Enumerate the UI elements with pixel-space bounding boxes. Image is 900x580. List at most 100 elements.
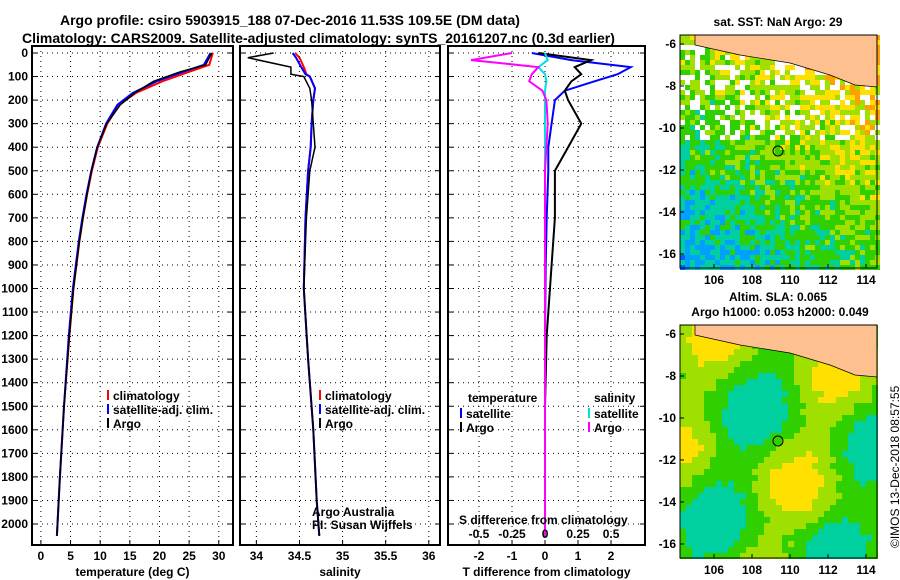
map-cell xyxy=(716,415,722,421)
map-cell xyxy=(840,185,845,190)
map-cell xyxy=(765,140,770,145)
y-tick-label: 400 xyxy=(8,140,28,154)
y-tick-label: 1900 xyxy=(1,493,28,507)
map-cell xyxy=(680,155,685,160)
map-cell xyxy=(770,190,775,195)
map-cell xyxy=(680,493,686,499)
y-tick-label: 1200 xyxy=(1,329,28,343)
map-cell xyxy=(686,415,692,421)
map-cell xyxy=(800,220,805,225)
map-cell xyxy=(805,70,810,75)
map-cell xyxy=(788,367,794,373)
map-cell xyxy=(680,250,685,255)
map-cell xyxy=(775,170,780,175)
map-cell xyxy=(860,150,865,155)
map-cell xyxy=(680,220,685,225)
map-cell xyxy=(745,75,750,80)
map-cell xyxy=(830,115,835,120)
map-cell xyxy=(680,481,686,487)
map-cell xyxy=(770,200,775,205)
map-cell xyxy=(794,433,800,439)
map-cell xyxy=(825,115,830,120)
map-cell xyxy=(810,145,815,150)
map-cell xyxy=(795,80,800,85)
map-cell xyxy=(734,343,740,349)
map-cell xyxy=(840,180,845,185)
map-cell xyxy=(716,505,722,511)
map-cell xyxy=(818,469,824,475)
map-cell xyxy=(690,85,695,90)
map-cell xyxy=(720,230,725,235)
map-cell xyxy=(698,379,704,385)
map-cell xyxy=(810,170,815,175)
map-cell xyxy=(824,445,830,451)
map-cell xyxy=(728,457,734,463)
map-cell xyxy=(855,245,860,250)
map-cell xyxy=(776,469,782,475)
map-cell xyxy=(825,155,830,160)
map-cell xyxy=(764,517,770,523)
map-cell xyxy=(872,511,878,517)
map-cell xyxy=(695,215,700,220)
map-cell xyxy=(686,367,692,373)
map-cell xyxy=(720,200,725,205)
map-cell xyxy=(740,135,745,140)
map-cell xyxy=(785,250,790,255)
map-cell xyxy=(830,487,836,493)
map-cell xyxy=(782,445,788,451)
map-cell xyxy=(836,469,842,475)
map-cell xyxy=(815,165,820,170)
map-cell xyxy=(704,343,710,349)
map-cell xyxy=(745,200,750,205)
map-cell xyxy=(725,235,730,240)
map-cell xyxy=(760,250,765,255)
x-tick-label: 1 xyxy=(575,549,582,563)
map-cell xyxy=(746,451,752,457)
map-cell xyxy=(815,145,820,150)
map-cell xyxy=(812,427,818,433)
map-cell xyxy=(805,115,810,120)
map-cell xyxy=(692,553,698,559)
map-cell xyxy=(785,220,790,225)
map-cell xyxy=(755,125,760,130)
map-cell xyxy=(788,355,794,361)
map-cell xyxy=(692,379,698,385)
map-cell xyxy=(770,250,775,255)
map-cell xyxy=(788,385,794,391)
map-cell xyxy=(704,367,710,373)
map-cell xyxy=(755,240,760,245)
map-cell xyxy=(855,220,860,225)
map-cell xyxy=(740,215,745,220)
map-cell xyxy=(800,95,805,100)
map-cell xyxy=(680,245,685,250)
map-cell xyxy=(750,70,755,75)
map-cell xyxy=(848,421,854,427)
map-cell xyxy=(770,361,776,367)
map-cell xyxy=(705,200,710,205)
map-cell xyxy=(720,235,725,240)
map-cell xyxy=(685,130,690,135)
map-cell xyxy=(810,250,815,255)
map-cell xyxy=(692,349,698,355)
map-cell xyxy=(830,205,835,210)
map-cell xyxy=(680,135,685,140)
map-cell xyxy=(680,40,685,45)
map-cell xyxy=(860,487,866,493)
map-cell xyxy=(715,75,720,80)
map-cell xyxy=(710,110,715,115)
map-cell xyxy=(745,55,750,60)
map-cell xyxy=(710,240,715,245)
map-cell xyxy=(830,150,835,155)
map-cell xyxy=(848,451,854,457)
map-cell xyxy=(794,385,800,391)
map-cell xyxy=(845,180,850,185)
map-cell xyxy=(755,175,760,180)
map-cell xyxy=(710,95,715,100)
map-cell xyxy=(780,125,785,130)
map-cell xyxy=(850,175,855,180)
map-cell xyxy=(780,170,785,175)
map-cell xyxy=(845,90,850,95)
map-cell xyxy=(795,240,800,245)
map-lon-label: 110 xyxy=(780,273,800,287)
map-cell xyxy=(680,523,686,529)
